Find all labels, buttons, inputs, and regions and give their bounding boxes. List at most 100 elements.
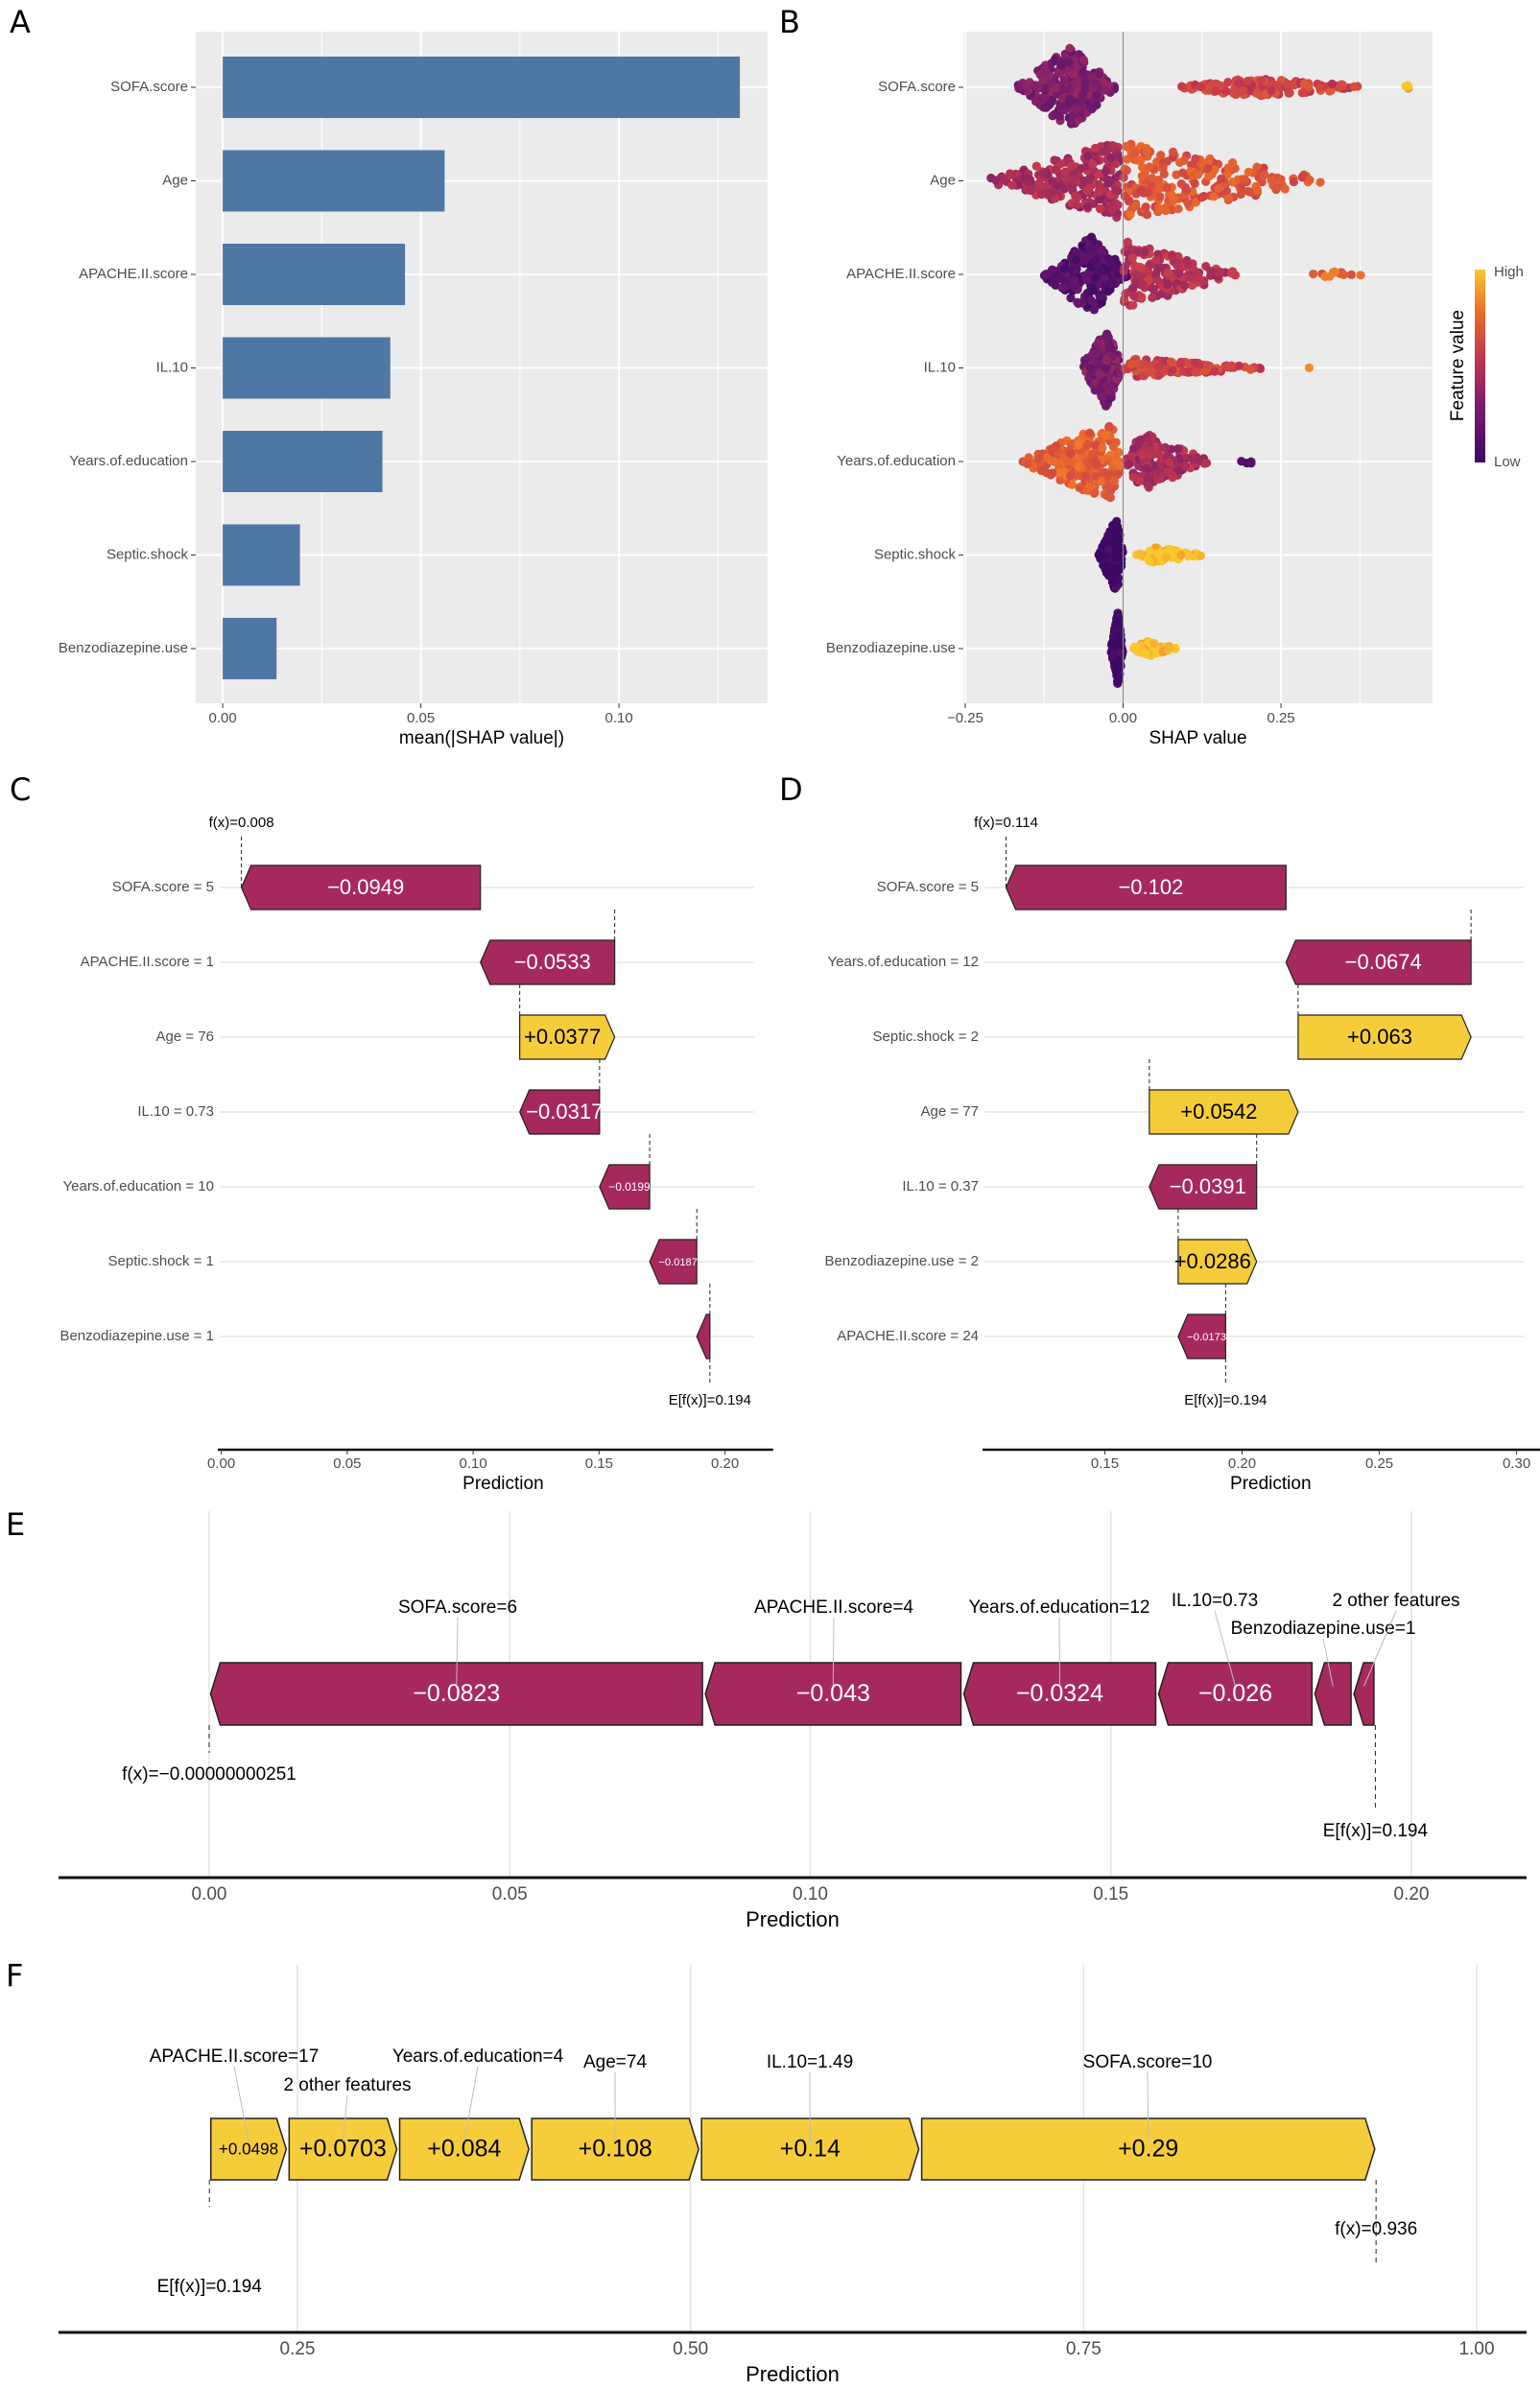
beeswarm-point <box>1101 560 1110 570</box>
feature-label: Age = 76 <box>156 1029 214 1045</box>
beeswarm-point <box>1137 171 1147 180</box>
beeswarm-point <box>1114 632 1125 642</box>
beeswarm-point <box>1052 83 1061 93</box>
efx-label: E[f(x)]=0.194 <box>157 2277 263 2297</box>
beeswarm-point <box>1078 56 1089 65</box>
beeswarm-point <box>1107 140 1118 151</box>
beeswarm-point <box>1142 147 1151 156</box>
bar-value-label: +0.0542 <box>1180 1100 1257 1124</box>
x-tick-label: 0.15 <box>1093 1884 1128 1904</box>
x-tick-label: 0.10 <box>605 710 633 726</box>
beeswarm-point <box>1234 361 1244 370</box>
beeswarm-point <box>1297 173 1307 182</box>
bar-value-label: −0.0173 <box>1187 1332 1226 1343</box>
beeswarm-point <box>1177 168 1188 177</box>
beeswarm-point <box>1101 430 1110 440</box>
beeswarm-point <box>1095 369 1105 379</box>
beeswarm-point <box>1184 552 1194 561</box>
beeswarm-point <box>1217 81 1226 91</box>
beeswarm-point <box>1183 199 1193 208</box>
beeswarm-point <box>1131 201 1141 211</box>
beeswarm-point <box>1074 440 1083 450</box>
beeswarm-point <box>1283 79 1292 89</box>
bar-benzodiazepine-use <box>223 618 277 679</box>
waterfall-bar <box>1285 939 1472 985</box>
segment-value-label: −0.026 <box>1198 1680 1272 1707</box>
beeswarm-point <box>1304 363 1314 372</box>
x-tick-label: 0.05 <box>492 1884 528 1904</box>
beeswarm-point <box>1081 471 1091 481</box>
beeswarm-point <box>1167 358 1176 367</box>
beeswarm-point <box>1089 305 1099 315</box>
x-axis-title: mean(|SHAP value|) <box>399 728 564 748</box>
panel-label-b: B <box>779 4 800 40</box>
beeswarm-point <box>1041 468 1052 478</box>
beeswarm-point <box>1162 156 1172 166</box>
beeswarm-point <box>1042 270 1052 279</box>
force-segment <box>920 2117 1376 2181</box>
beeswarm-point <box>1040 103 1050 112</box>
beeswarm-point <box>1230 271 1241 280</box>
beeswarm-point <box>1101 85 1110 95</box>
beeswarm-point <box>1135 436 1145 445</box>
x-axis-title: Prediction <box>746 2362 840 2386</box>
beeswarm-point <box>1136 185 1147 195</box>
beeswarm-point <box>1060 167 1071 177</box>
x-axis-title: Prediction <box>746 1907 840 1931</box>
beeswarm-point <box>1125 209 1135 220</box>
beeswarm-point <box>1243 76 1253 86</box>
beeswarm-point <box>1084 457 1094 467</box>
beeswarm-point <box>1007 180 1017 190</box>
leader-line <box>1322 1638 1334 1687</box>
beeswarm-point <box>1162 182 1172 193</box>
beeswarm-point <box>1151 255 1161 265</box>
beeswarm-point <box>1246 457 1256 466</box>
beeswarm-point <box>1103 178 1113 188</box>
beeswarm-point <box>1088 449 1098 459</box>
beeswarm-point <box>1252 162 1262 172</box>
beeswarm-point <box>1059 282 1069 293</box>
beeswarm-point <box>1315 177 1325 187</box>
y-tick-label: APACHE.II.score <box>846 266 956 282</box>
beeswarm-point <box>1096 195 1105 204</box>
bar-value-label: −0.0949 <box>327 875 404 899</box>
beeswarm-point <box>1210 367 1220 376</box>
beeswarm-point <box>1102 363 1111 373</box>
beeswarm-point <box>1202 361 1212 370</box>
beeswarm-point <box>1052 165 1061 175</box>
force-segment <box>962 1662 1157 1726</box>
force-segment <box>209 1662 703 1726</box>
beeswarm-point <box>1133 155 1143 165</box>
bar-septic-shock <box>223 524 300 586</box>
feature-label: Age = 77 <box>921 1103 979 1120</box>
beeswarm-point <box>1142 432 1151 442</box>
x-tick-label: 0.10 <box>459 1455 486 1472</box>
beeswarm-point <box>1149 284 1159 294</box>
beeswarm-point <box>1196 551 1205 560</box>
beeswarm-point <box>1161 365 1171 374</box>
beeswarm-point <box>1105 259 1115 269</box>
beeswarm-point <box>1066 449 1076 459</box>
waterfall-bar <box>696 1313 711 1360</box>
panel-c-waterfall-chart: SOFA.score = 5 APACHE.II.score = 1 Age = 7… <box>59 815 773 1494</box>
waterfall-bar <box>519 1089 601 1135</box>
beeswarm-point <box>1103 545 1114 555</box>
beeswarm-point <box>1123 154 1132 164</box>
beeswarm-point <box>1144 472 1153 482</box>
beeswarm-point <box>1120 192 1129 201</box>
force-segment <box>1314 1662 1352 1726</box>
y-tick-label: Age <box>162 172 188 188</box>
beeswarm-point <box>1141 649 1150 659</box>
beeswarm-point <box>1236 181 1246 191</box>
y-tick-label: Age <box>930 172 956 188</box>
beeswarm-point <box>1209 192 1219 201</box>
beeswarm-point <box>1109 476 1119 485</box>
beeswarm-point <box>1103 333 1113 343</box>
waterfall-bar <box>599 1164 651 1210</box>
beeswarm-point <box>1153 176 1164 185</box>
beeswarm-point <box>1179 155 1189 165</box>
beeswarm-point <box>1107 276 1117 286</box>
beeswarm-point <box>1092 90 1102 101</box>
beeswarm-point <box>1007 170 1017 179</box>
beeswarm-point <box>1167 470 1177 481</box>
